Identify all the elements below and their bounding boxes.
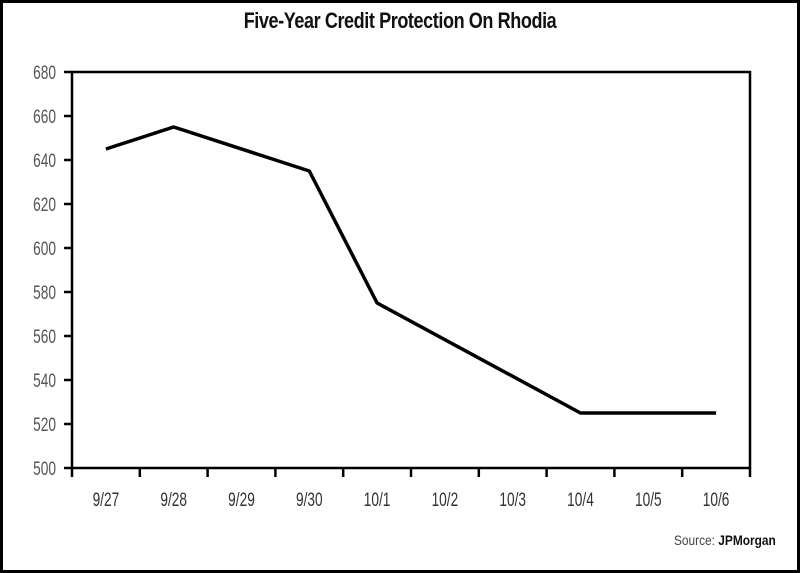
y-tick-label: 540: [33, 370, 56, 392]
y-tick-label: 560: [33, 326, 56, 348]
y-tick-label: 680: [33, 62, 56, 84]
x-tick-label: 9/30: [296, 489, 323, 511]
x-tick-label: 10/2: [432, 489, 459, 511]
source-name: JPMorgan: [718, 532, 776, 548]
y-tick-label: 620: [33, 194, 56, 216]
source-note: Source: JPMorgan: [674, 532, 776, 548]
x-tick-label: 10/5: [635, 489, 662, 511]
x-tick-label: 10/3: [499, 489, 526, 511]
y-tick-label: 660: [33, 106, 56, 128]
y-tick-label: 500: [33, 458, 56, 480]
y-tick-label: 600: [33, 238, 56, 260]
x-tick-label: 10/4: [567, 489, 594, 511]
data-line: [105, 125, 717, 415]
source-prefix: Source:: [674, 532, 716, 548]
y-tick-label: 640: [33, 150, 56, 172]
x-tick-label: 9/28: [160, 489, 187, 511]
y-tick-label: 520: [33, 414, 56, 436]
x-tick-label: 10/1: [364, 489, 391, 511]
chart-title: Five-Year Credit Protection On Rhodia: [243, 8, 557, 33]
x-tick-label: 9/29: [228, 489, 255, 511]
x-tick-label: 9/27: [93, 489, 120, 511]
x-tick-label: 10/6: [703, 489, 730, 511]
plot-area: [70, 70, 752, 470]
y-tick-label: 580: [33, 282, 56, 304]
